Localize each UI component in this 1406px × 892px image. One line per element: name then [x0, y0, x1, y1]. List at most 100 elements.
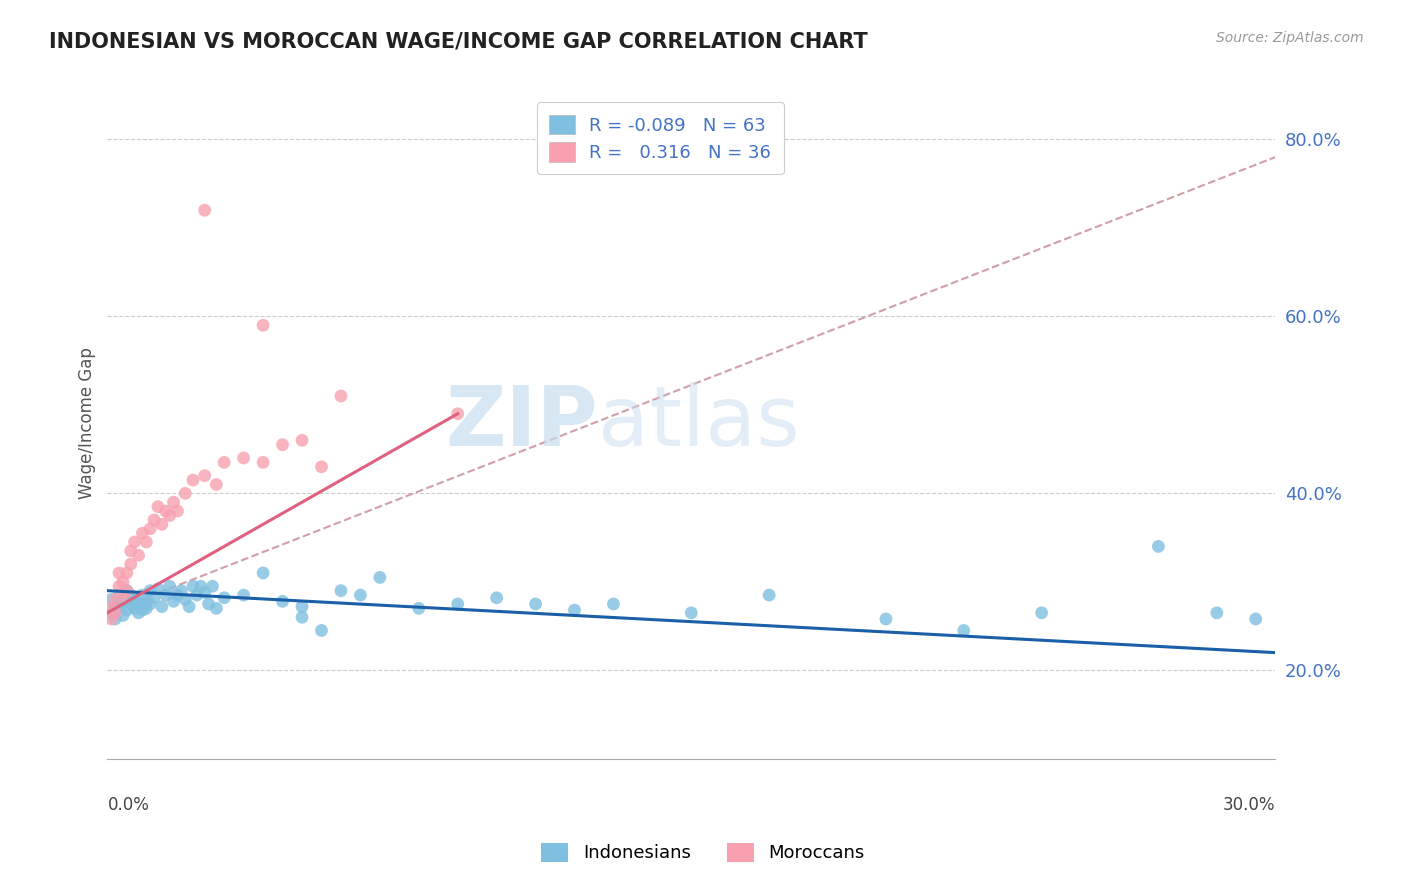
Point	[108, 601, 131, 615]
Point	[115, 583, 138, 598]
Point	[100, 592, 122, 607]
Y-axis label: Wage/Income Gap: Wage/Income Gap	[79, 347, 96, 499]
Point	[311, 624, 333, 638]
Point	[194, 585, 217, 599]
Point	[162, 495, 184, 509]
Point	[155, 504, 177, 518]
Text: 0.0%: 0.0%	[107, 796, 149, 814]
Point	[349, 588, 371, 602]
Point	[120, 557, 142, 571]
Point	[120, 597, 142, 611]
Point	[146, 582, 169, 596]
Point	[139, 522, 162, 536]
Point	[111, 594, 134, 608]
Point	[174, 592, 197, 607]
Point	[146, 500, 169, 514]
Legend: R = -0.089   N = 63, R =   0.316   N = 36: R = -0.089 N = 63, R = 0.316 N = 36	[537, 102, 783, 175]
Point	[329, 389, 352, 403]
Point	[271, 594, 294, 608]
Point	[447, 597, 470, 611]
Point	[252, 455, 274, 469]
Point	[143, 513, 166, 527]
Point	[115, 583, 138, 598]
Point	[291, 610, 314, 624]
Point	[115, 603, 138, 617]
Point	[135, 601, 157, 615]
Point	[120, 544, 142, 558]
Point	[758, 588, 780, 602]
Point	[602, 597, 624, 611]
Point	[524, 597, 547, 611]
Point	[150, 517, 173, 532]
Point	[186, 588, 208, 602]
Point	[1147, 540, 1170, 554]
Point	[139, 583, 162, 598]
Point	[150, 599, 173, 614]
Point	[108, 579, 131, 593]
Point	[104, 592, 127, 607]
Point	[564, 603, 586, 617]
Point	[408, 601, 430, 615]
Point	[485, 591, 508, 605]
Point	[131, 603, 153, 617]
Point	[131, 526, 153, 541]
Point	[232, 588, 254, 602]
Point	[111, 608, 134, 623]
Text: ZIP: ZIP	[446, 382, 598, 463]
Point	[201, 579, 224, 593]
Point	[143, 591, 166, 605]
Point	[271, 438, 294, 452]
Point	[181, 579, 204, 593]
Point	[100, 612, 122, 626]
Point	[162, 594, 184, 608]
Point	[100, 601, 122, 615]
Point	[181, 473, 204, 487]
Point	[1244, 612, 1267, 626]
Point	[104, 599, 127, 614]
Point	[166, 504, 188, 518]
Point	[124, 592, 146, 607]
Point	[252, 318, 274, 333]
Point	[1205, 606, 1227, 620]
Point	[252, 566, 274, 580]
Point	[329, 583, 352, 598]
Point	[232, 450, 254, 465]
Point	[311, 459, 333, 474]
Point	[205, 477, 228, 491]
Point	[447, 407, 470, 421]
Text: 30.0%: 30.0%	[1223, 796, 1275, 814]
Legend: Indonesians, Moroccans: Indonesians, Moroccans	[534, 836, 872, 870]
Point	[111, 574, 134, 589]
Point	[197, 597, 219, 611]
Text: atlas: atlas	[598, 382, 800, 463]
Point	[1031, 606, 1053, 620]
Point	[291, 599, 314, 614]
Point	[952, 624, 974, 638]
Point	[108, 566, 131, 580]
Point	[179, 599, 201, 614]
Point	[104, 606, 127, 620]
Point	[159, 508, 181, 523]
Point	[681, 606, 703, 620]
Point	[159, 579, 181, 593]
Point	[135, 594, 157, 608]
Point	[120, 588, 142, 602]
Point	[124, 601, 146, 615]
Point	[131, 588, 153, 602]
Text: INDONESIAN VS MOROCCAN WAGE/INCOME GAP CORRELATION CHART: INDONESIAN VS MOROCCAN WAGE/INCOME GAP C…	[49, 31, 868, 51]
Point	[100, 606, 122, 620]
Point	[111, 588, 134, 602]
Point	[205, 601, 228, 615]
Point	[291, 434, 314, 448]
Point	[128, 606, 150, 620]
Point	[124, 535, 146, 549]
Point	[108, 588, 131, 602]
Point	[174, 486, 197, 500]
Point	[155, 588, 177, 602]
Point	[194, 203, 217, 218]
Point	[128, 549, 150, 563]
Point	[139, 597, 162, 611]
Point	[368, 570, 391, 584]
Point	[104, 612, 127, 626]
Point	[115, 566, 138, 580]
